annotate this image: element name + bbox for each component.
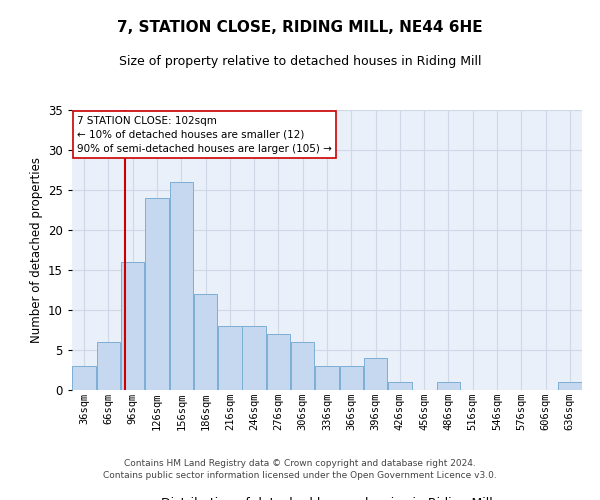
Bar: [73, 366, 96, 390]
Bar: [388, 382, 412, 390]
Text: Contains HM Land Registry data © Crown copyright and database right 2024.
Contai: Contains HM Land Registry data © Crown c…: [103, 458, 497, 480]
Bar: [437, 382, 460, 390]
Bar: [558, 382, 581, 390]
X-axis label: Distribution of detached houses by size in Riding Mill: Distribution of detached houses by size …: [161, 497, 493, 500]
Bar: [97, 342, 120, 390]
Bar: [291, 342, 314, 390]
Text: 7 STATION CLOSE: 102sqm
← 10% of detached houses are smaller (12)
90% of semi-de: 7 STATION CLOSE: 102sqm ← 10% of detache…: [77, 116, 332, 154]
Text: 7, STATION CLOSE, RIDING MILL, NE44 6HE: 7, STATION CLOSE, RIDING MILL, NE44 6HE: [117, 20, 483, 35]
Bar: [170, 182, 193, 390]
Bar: [218, 326, 242, 390]
Text: Size of property relative to detached houses in Riding Mill: Size of property relative to detached ho…: [119, 55, 481, 68]
Bar: [266, 334, 290, 390]
Bar: [340, 366, 363, 390]
Bar: [194, 294, 217, 390]
Bar: [364, 358, 388, 390]
Bar: [315, 366, 339, 390]
Bar: [121, 262, 145, 390]
Y-axis label: Number of detached properties: Number of detached properties: [29, 157, 43, 343]
Bar: [242, 326, 266, 390]
Bar: [145, 198, 169, 390]
